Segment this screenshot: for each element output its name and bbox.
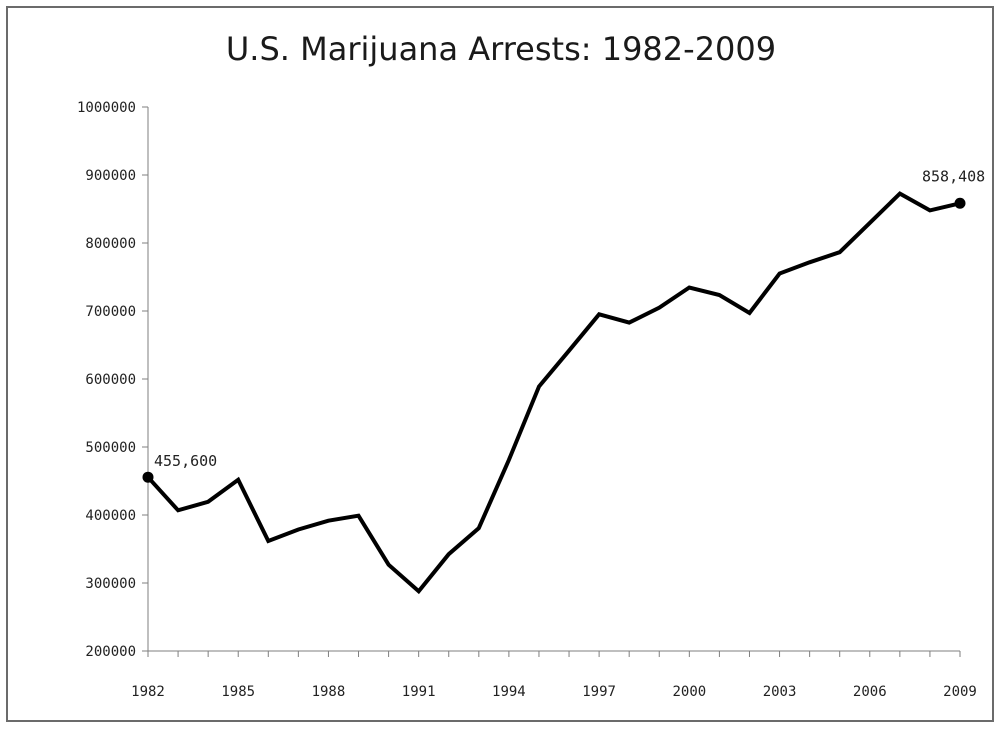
series-line: [146, 191, 961, 595]
y-tick-label: 1000000: [77, 100, 136, 116]
series-layer: [146, 191, 961, 595]
data-label: 858,408: [922, 167, 985, 185]
x-tick-label: 2003: [763, 684, 797, 700]
y-axis: 200000 300000 400000 500000 600000 700000 8000…: [77, 100, 149, 660]
y-tick-label: 900000: [85, 168, 136, 184]
data-point-marker: [954, 197, 966, 209]
x-tick-label: 2000: [672, 684, 706, 700]
y-tick-label: 700000: [85, 304, 136, 320]
x-tick-label: 2006: [853, 684, 887, 700]
y-tick-label: 200000: [85, 644, 136, 660]
y-tick-label: 300000: [85, 576, 136, 592]
x-tick-label: 2009: [943, 684, 977, 700]
y-tick-label: 800000: [85, 236, 136, 252]
annotation-layer: 455,600 858,408: [142, 167, 985, 483]
data-point-marker: [142, 471, 154, 483]
x-tick-label: 1997: [582, 684, 616, 700]
y-tick-label: 500000: [85, 440, 136, 456]
chart-frame: [6, 6, 994, 722]
y-tick-label: 400000: [85, 508, 136, 524]
x-tick-label: 1988: [312, 684, 346, 700]
y-tick-label: 600000: [85, 372, 136, 388]
chart-title: U.S. Marijuana Arrests: 1982-2009: [225, 30, 777, 68]
x-tick-label: 1994: [492, 684, 526, 700]
x-tick-label: 1985: [221, 684, 255, 700]
x-tick-label: 1982: [131, 684, 165, 700]
data-label: 455,600: [154, 452, 217, 470]
x-axis: 1982 1985 1988 1991 1994 1997 2000 2003 2006 2009: [131, 650, 977, 700]
x-tick-label: 1991: [402, 684, 436, 700]
